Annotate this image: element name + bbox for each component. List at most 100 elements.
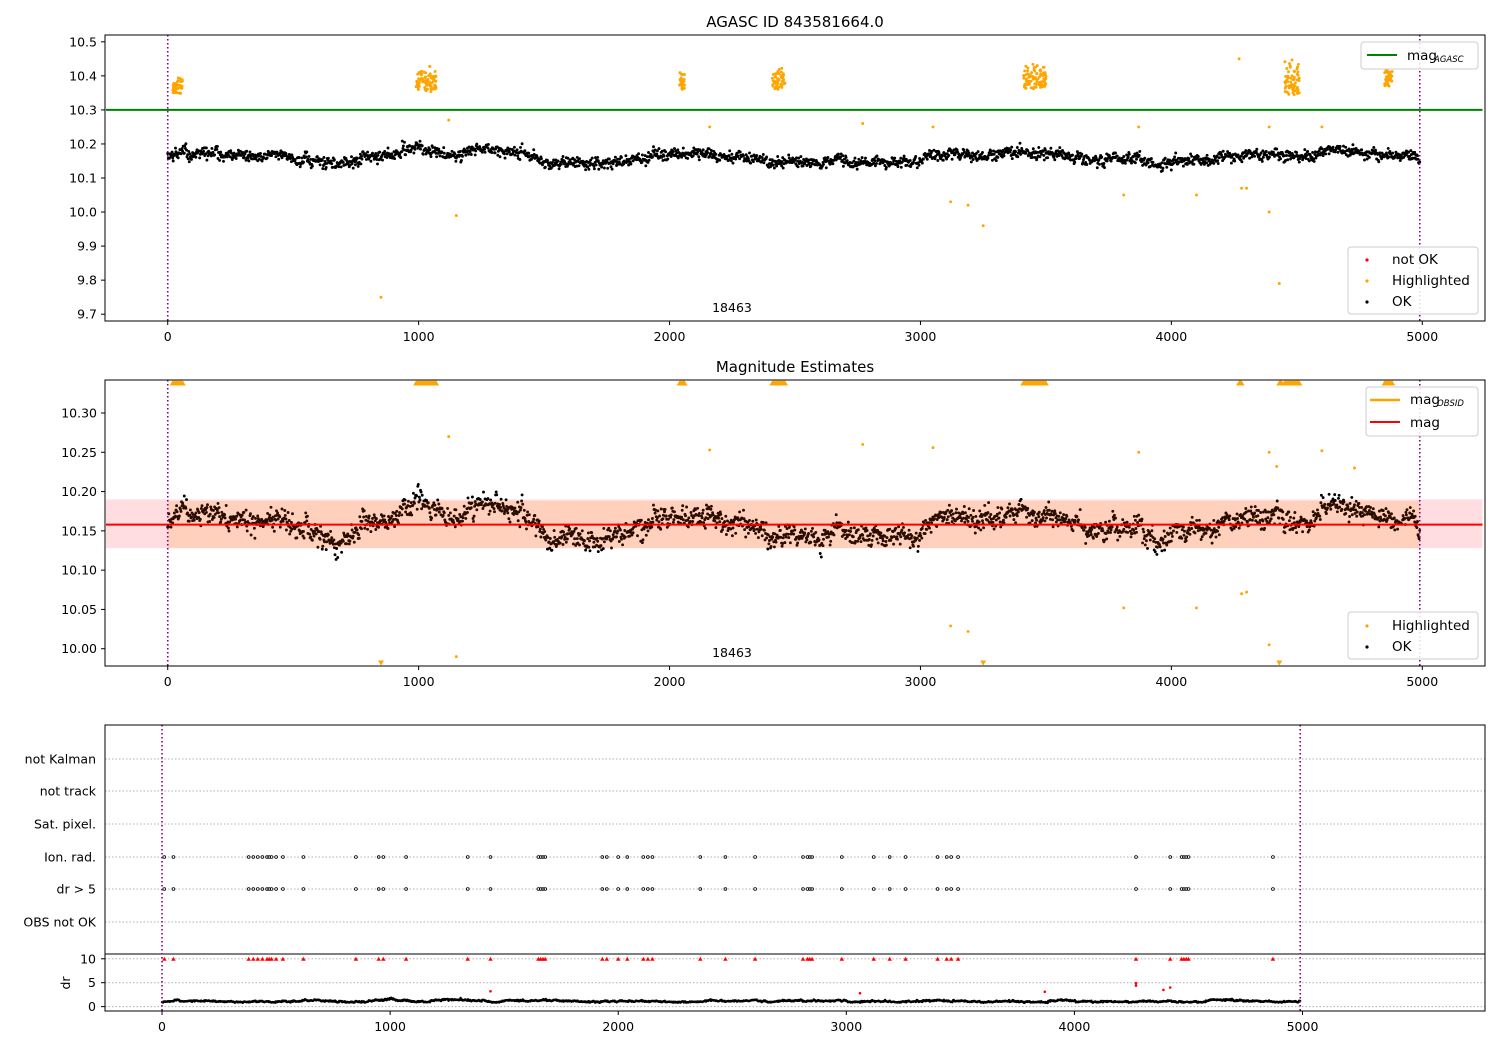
magnitude-ok-point [507,517,511,521]
agasc-ok-point [624,154,628,158]
magnitude-ok-point [451,518,455,522]
magnitude-ok-point [521,502,525,506]
agasc-ok-point [1367,155,1371,159]
agasc-highlighted-point [178,85,182,89]
agasc-ok-point [592,164,596,168]
magnitude-ok-point [935,525,939,528]
agasc-ok-point [513,153,517,157]
magnitude-ok-point [611,533,615,537]
agasc-ok-point [470,145,474,149]
magnitude-ok-point [1256,514,1260,518]
magnitude-ok-point [500,509,504,513]
magnitude-ok-point [217,506,221,510]
magnitude-ok-point [726,529,730,533]
magnitude-ok-point [850,541,854,544]
agasc-highlighted-point [779,70,783,74]
magnitude-ok-point [283,513,287,517]
agasc-ok-point [584,168,588,172]
agasc-ok-point [245,149,249,153]
magnitude-ok-point [372,513,376,517]
magnitude-ok-point [654,508,658,512]
magnitude-ok-point [312,534,316,538]
magnitude-ok-point [533,514,537,517]
magnitude-ok-point [666,517,670,521]
agasc-highlighted-point [1137,125,1141,129]
magnitude-ok-point [1188,532,1192,536]
agasc-ok-point [246,156,250,160]
agasc-ok-point [186,153,190,157]
magnitude-ok-point [317,530,321,534]
agasc-highlighted-point [1283,81,1287,85]
magnitude-ok-point [691,520,695,523]
agasc-ok-point [523,149,527,153]
magnitude-ok-point [1084,541,1088,545]
magnitude-ok-point [1250,518,1254,522]
magnitude-ok-point [766,547,770,551]
magnitude-ok-point [216,501,220,505]
magnitude-ok-point [580,529,584,533]
agasc-ok-point [561,155,565,158]
agasc-ok-point [734,157,738,161]
magnitude-ok-point [705,503,708,507]
agasc-ok-point [824,166,828,170]
agasc-ok-point [933,157,937,161]
agasc-ok-point [1102,162,1106,165]
agasc-highlighted-point [1024,77,1028,81]
magnitude-ok-point [1136,521,1140,525]
magnitude-ok-point [1287,510,1291,514]
agasc-ok-point [749,161,753,165]
agasc-ok-point [915,166,919,170]
agasc-ok-point [496,153,500,157]
magnitude-ok-point [1377,525,1381,529]
magnitude-ok-point [1197,518,1201,522]
magnitude-ok-point [289,521,293,524]
magnitude-ok-point [398,511,402,515]
agasc-highlighted-point [1022,74,1026,78]
agasc-ok-point [1230,155,1234,159]
agasc-ytick-label: 10.1 [69,171,97,186]
agasc-ok-point [627,157,631,161]
agasc-ok-point [184,142,188,146]
magnitude-ok-point [687,516,691,520]
magnitude-ok-point [394,514,398,517]
agasc-ok-point [1159,165,1163,169]
agasc-ok-point [609,165,613,169]
agasc-ok-point [442,151,446,155]
agasc-highlighted-point [174,85,178,89]
magnitude-ok-point [743,528,747,532]
agasc-ok-point [515,148,519,152]
magnitude-ok-point [520,499,524,503]
magnitude-ok-point [204,510,208,514]
magnitude-ok-point [982,526,986,530]
magnitude-ok-point [482,490,485,494]
agasc-ok-point [1268,155,1271,159]
agasc-ok-point [701,148,705,152]
agasc-ok-point [469,153,473,156]
agasc-ok-point [981,151,984,154]
magnitude-ok-point [1112,513,1116,517]
agasc-ok-point [709,149,713,152]
agasc-ok-point [1041,149,1045,153]
agasc-ok-point [955,148,959,152]
agasc-highlighted-point [1291,91,1295,95]
agasc-ok-point [554,162,558,166]
agasc-ok-point [1302,155,1306,159]
magnitude-ok-point [188,508,192,512]
magnitude-ok-point [889,538,893,542]
magnitude-ok-point [1008,514,1012,518]
magnitude-ok-point [519,506,523,510]
magnitude-ok-point [867,543,871,547]
magnitude-ok-point [390,514,394,518]
magnitude-ok-point [295,536,299,540]
magnitude-ok-point [266,511,270,515]
magnitude-ok-point [413,501,416,505]
magnitude-ok-point [1071,529,1075,533]
magnitude-ok-point [208,520,212,523]
magnitude-ok-point [900,528,904,532]
magnitude-ok-point [599,544,603,548]
agasc-ok-point [908,158,912,162]
magnitude-ok-point [367,514,371,518]
agasc-ok-point [1081,161,1085,164]
agasc-ok-point [611,162,615,166]
agasc-highlighted-point [1039,69,1042,73]
